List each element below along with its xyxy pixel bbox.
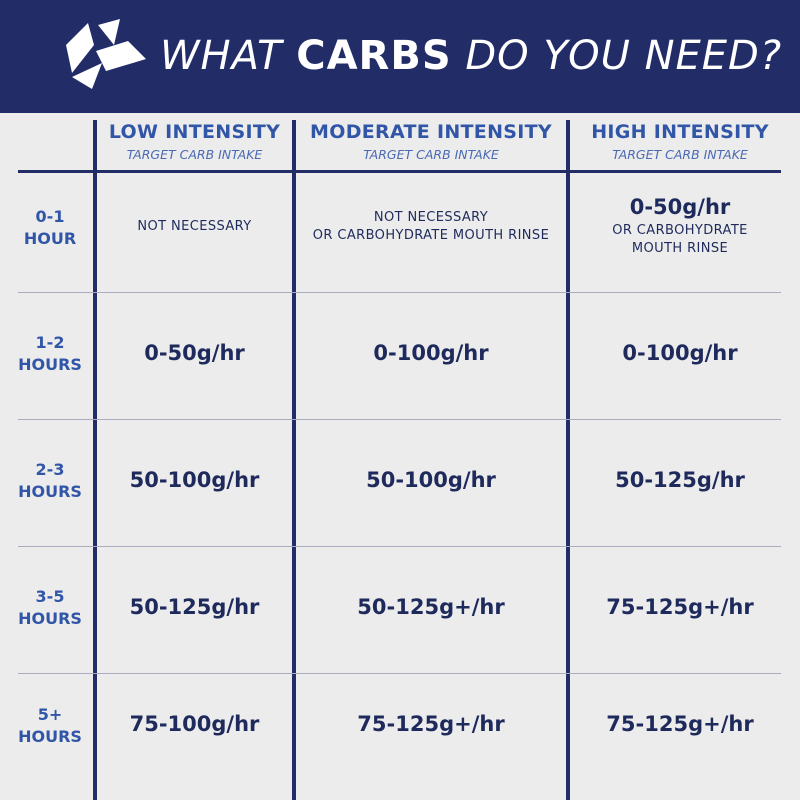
column-heading: LOW INTENSITY bbox=[108, 121, 281, 143]
row-label-3-5-hours: 3-5 HOURS bbox=[18, 587, 82, 628]
column-divider bbox=[93, 120, 97, 800]
column-heading: HIGH INTENSITY bbox=[591, 121, 769, 143]
column-header-low: LOW INTENSITY TARGET CARB INTAKE bbox=[97, 121, 292, 162]
header-banner: WHAT CARBS DO YOU NEED? bbox=[0, 0, 800, 113]
cell-moderate-2-3: 50-100g/hr bbox=[366, 468, 496, 492]
cell-high-3-5: 75-125g+/hr bbox=[606, 595, 754, 619]
header-divider bbox=[18, 170, 781, 173]
cell-moderate-0-1: NOT NECESSARY OR CARBOHYDRATE MOUTH RINS… bbox=[312, 210, 550, 243]
row-label-5-plus-hours: 5+ HOURS bbox=[18, 705, 82, 746]
cell-low-2-3: 50-100g/hr bbox=[129, 468, 260, 492]
cell-high-5-plus: 75-125g+/hr bbox=[606, 712, 754, 736]
row-divider bbox=[18, 292, 781, 293]
cell-high-0-1: 0-50g/hr OR CARBOHYDRATE MOUTH RINSE bbox=[612, 195, 748, 256]
cell-low-3-5: 50-125g/hr bbox=[129, 595, 260, 619]
brand-logo-icon bbox=[66, 19, 146, 89]
cell-moderate-3-5: 50-125g+/hr bbox=[357, 595, 505, 619]
row-divider bbox=[18, 546, 781, 547]
column-divider bbox=[566, 120, 570, 800]
table-background bbox=[0, 113, 800, 800]
column-subheading: TARGET CARB INTAKE bbox=[126, 147, 263, 162]
cell-low-1-2: 0-50g/hr bbox=[144, 341, 245, 365]
row-divider bbox=[18, 673, 781, 674]
column-header-high: HIGH INTENSITY TARGET CARB INTAKE bbox=[570, 121, 790, 162]
column-header-moderate: MODERATE INTENSITY TARGET CARB INTAKE bbox=[296, 121, 566, 162]
column-divider bbox=[292, 120, 296, 800]
row-divider bbox=[18, 419, 781, 420]
column-heading: MODERATE INTENSITY bbox=[310, 121, 552, 143]
column-subheading: TARGET CARB INTAKE bbox=[363, 147, 499, 162]
row-label-0-1-hour: 0-1 HOUR bbox=[23, 207, 77, 248]
cell-high-2-3: 50-125g/hr bbox=[615, 468, 745, 492]
cell-low-5-plus: 75-100g/hr bbox=[129, 712, 260, 736]
column-subheading: TARGET CARB INTAKE bbox=[612, 147, 748, 162]
cell-moderate-5-plus: 75-125g+/hr bbox=[357, 712, 505, 736]
row-label-1-2-hours: 1-2 HOURS bbox=[18, 333, 82, 374]
page-title: WHAT CARBS DO YOU NEED? bbox=[160, 33, 783, 79]
cell-high-1-2: 0-100g/hr bbox=[622, 341, 738, 365]
cell-low-0-1: NOT NECESSARY bbox=[137, 219, 252, 234]
cell-moderate-1-2: 0-100g/hr bbox=[373, 341, 489, 365]
row-label-2-3-hours: 2-3 HOURS bbox=[18, 460, 82, 501]
